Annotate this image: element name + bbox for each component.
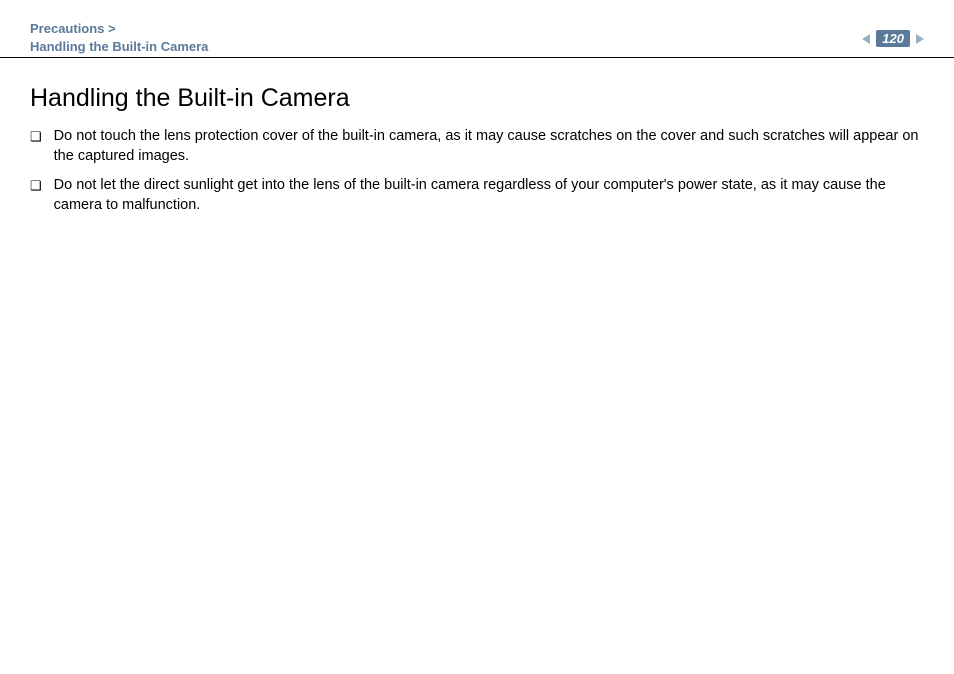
- page-content: Handling the Built-in Camera ❑ Do not to…: [0, 58, 954, 215]
- next-page-icon[interactable]: [916, 34, 924, 44]
- list-item: ❑ Do not let the direct sunlight get int…: [30, 176, 924, 215]
- page-navigation: 120: [862, 30, 924, 47]
- list-item: ❑ Do not touch the lens protection cover…: [30, 127, 924, 166]
- page-title: Handling the Built-in Camera: [30, 84, 924, 113]
- breadcrumb: Precautions > Handling the Built-in Came…: [30, 20, 954, 56]
- bullet-icon: ❑: [30, 177, 42, 195]
- page-header: Precautions > Handling the Built-in Came…: [0, 0, 954, 58]
- precautions-list: ❑ Do not touch the lens protection cover…: [30, 127, 924, 215]
- page-number-badge: 120: [876, 30, 910, 47]
- list-item-text: Do not touch the lens protection cover o…: [54, 127, 924, 166]
- breadcrumb-line-1: Precautions >: [30, 21, 116, 36]
- list-item-text: Do not let the direct sunlight get into …: [54, 176, 924, 215]
- prev-page-icon[interactable]: [862, 34, 870, 44]
- bullet-icon: ❑: [30, 128, 42, 146]
- breadcrumb-line-2: Handling the Built-in Camera: [30, 39, 208, 54]
